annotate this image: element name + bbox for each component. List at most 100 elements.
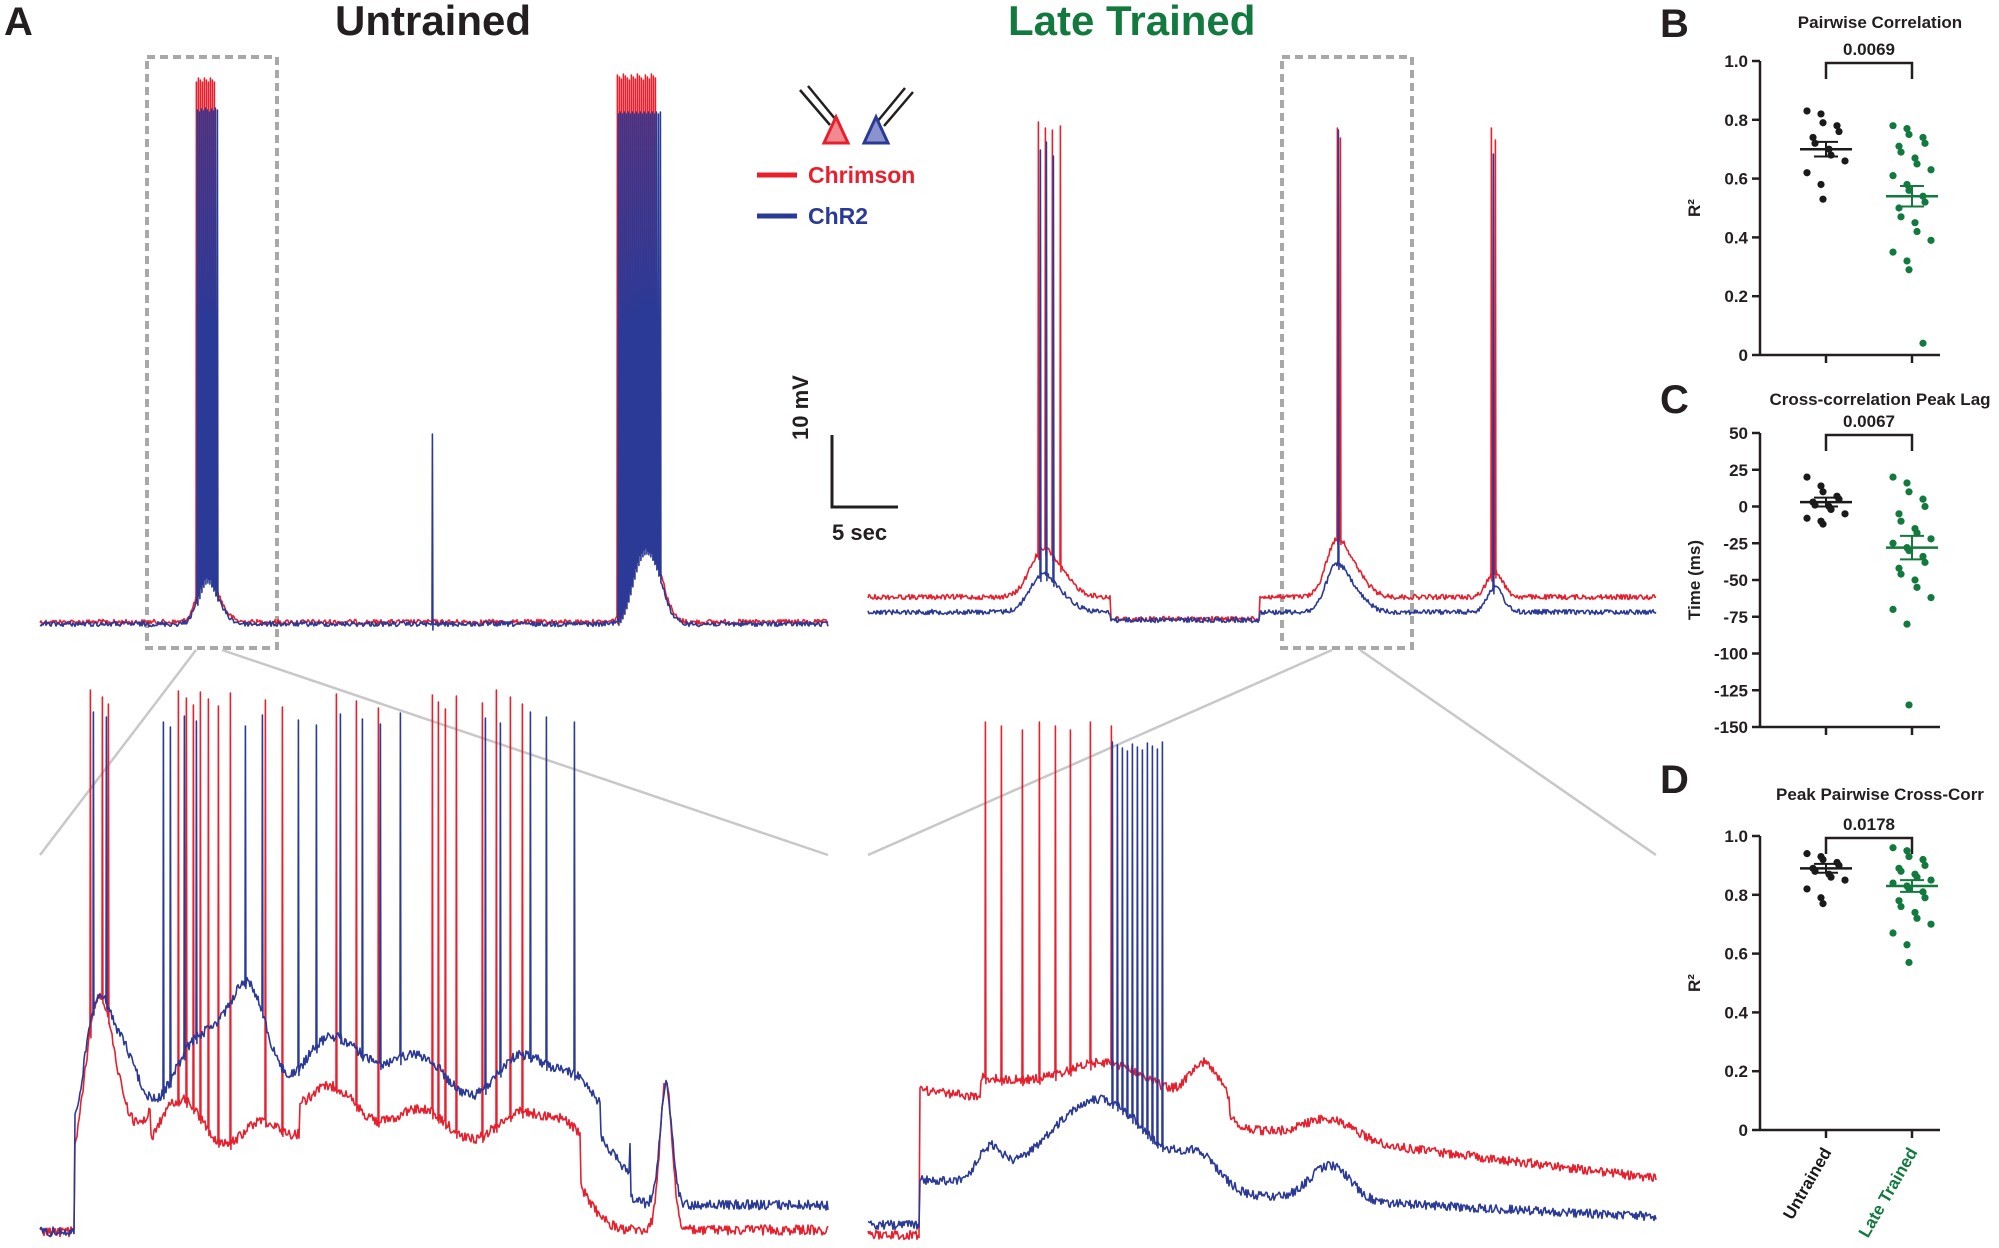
data-point (1913, 529, 1921, 537)
significance-bracket (1824, 433, 1914, 451)
data-point (1927, 236, 1935, 244)
data-point (1897, 213, 1905, 221)
y-tick-label: 0.6 (1724, 945, 1748, 964)
data-point (1803, 473, 1811, 481)
legend-chr2-label: ChR2 (808, 203, 869, 229)
data-point (1905, 266, 1913, 274)
neuron-pair-icon (799, 85, 914, 145)
data-point (1913, 160, 1921, 168)
y-tick-label: 50 (1729, 424, 1748, 443)
y-tick-label: 0.4 (1724, 228, 1748, 247)
data-point (1911, 154, 1919, 162)
data-point (1897, 867, 1905, 875)
y-tick-label: 1.0 (1724, 827, 1748, 846)
data-point (1903, 620, 1911, 628)
scatter-panel-c: Cross-correlation Peak Lag -150 -125 -100 -7… (1685, 390, 1991, 737)
data-point (1905, 958, 1913, 967)
data-point (1809, 133, 1817, 142)
data-point (1911, 219, 1919, 227)
data-point (1803, 885, 1811, 893)
data-point (1913, 873, 1921, 881)
data-point (1889, 844, 1897, 852)
data-point (1827, 505, 1835, 514)
title-late-trained: Late Trained (1008, 0, 1256, 44)
zoom-line-late-left (867, 648, 1333, 857)
chr2-neuron-icon (861, 113, 891, 145)
y-tick-label: 25 (1729, 461, 1748, 480)
y-tick-label: -75 (1723, 608, 1748, 627)
data-point (1819, 900, 1827, 908)
data-point (1903, 941, 1911, 949)
voltage-traces (39, 73, 1657, 1241)
zoom-line-late-right (1359, 648, 1657, 857)
data-point (1913, 227, 1921, 236)
trace-late-trained-chrimson (867, 121, 1657, 623)
data-point (1835, 127, 1843, 136)
data-point (1895, 897, 1903, 905)
chart-title: Cross-correlation Peak Lag (1769, 390, 1990, 409)
trace-untrained-chr2 (39, 107, 829, 631)
data-point (1919, 495, 1927, 503)
zoom-line-untrained-right (221, 648, 829, 857)
data-point (1927, 920, 1935, 928)
data-point (1927, 166, 1935, 174)
y-tick-label: -100 (1714, 645, 1748, 664)
legend-chrimson-label: Chrimson (808, 162, 916, 188)
data-point (1919, 133, 1927, 142)
data-point (1921, 139, 1929, 147)
trace-untrained-chrimson (39, 73, 829, 626)
data-point (1819, 520, 1827, 528)
y-tick-label: 0 (1739, 1121, 1748, 1140)
x-category-label: Untrained (1779, 1145, 1835, 1223)
y-tick-label: 0 (1739, 498, 1748, 517)
p-value-label: 0.0067 (1843, 412, 1895, 431)
data-point (1817, 180, 1825, 189)
data-point (1927, 594, 1935, 602)
data-point (1911, 576, 1919, 584)
data-point (1921, 198, 1929, 206)
data-point (1803, 850, 1811, 858)
y-tick-label: 0.4 (1724, 1003, 1748, 1022)
scale-bar-horizontal-label: 5 sec (832, 520, 888, 545)
data-point (1827, 151, 1835, 159)
data-point (1905, 852, 1913, 861)
data-point (1889, 473, 1897, 481)
panel-letter-d: D (1660, 758, 1689, 802)
y-axis-label: Time (ms) (1685, 540, 1704, 620)
y-tick-label: 0.8 (1724, 886, 1748, 905)
chart-title: Pairwise Correlation (1798, 13, 1962, 32)
data-point (1895, 564, 1903, 572)
data-point (1895, 510, 1903, 518)
data-point (1897, 570, 1905, 578)
data-point (1833, 122, 1841, 130)
data-point (1889, 172, 1897, 180)
scatter-panel-d: Peak Pairwise Cross-Corr 0 0.2 0.4 0.6 0.8 1.0… (1685, 785, 1984, 1241)
significance-bracket (1824, 61, 1914, 79)
data-point (1927, 535, 1935, 543)
data-point (1897, 148, 1905, 156)
y-tick-label: 0.2 (1724, 1062, 1748, 1081)
data-point (1919, 552, 1927, 561)
data-point (1919, 855, 1927, 864)
data-point (1921, 861, 1929, 870)
data-point (1817, 110, 1825, 118)
y-tick-label: -150 (1714, 718, 1748, 737)
significance-bracket (1824, 836, 1914, 854)
data-point (1819, 855, 1827, 864)
data-point (1921, 502, 1929, 511)
y-tick-label: 0.6 (1724, 170, 1748, 189)
data-point (1889, 539, 1897, 547)
data-point (1921, 558, 1929, 566)
data-point (1903, 125, 1911, 133)
x-category-label: Late Trained (1855, 1145, 1922, 1241)
scale-bar (830, 435, 898, 509)
data-point (1921, 894, 1929, 902)
data-point (1819, 488, 1827, 496)
scatter-panel-b: Pairwise Correlation 0 0.2 0.4 0.6 0.8 1.0 R² 0.… (1685, 13, 1962, 365)
trace-zoom-untrained-chrimson (39, 689, 829, 1238)
data-point (1819, 195, 1827, 203)
panel-letter-b: B (1660, 2, 1689, 46)
data-point (1903, 257, 1911, 265)
trace-zoom-untrained-chr2 (39, 711, 829, 1238)
